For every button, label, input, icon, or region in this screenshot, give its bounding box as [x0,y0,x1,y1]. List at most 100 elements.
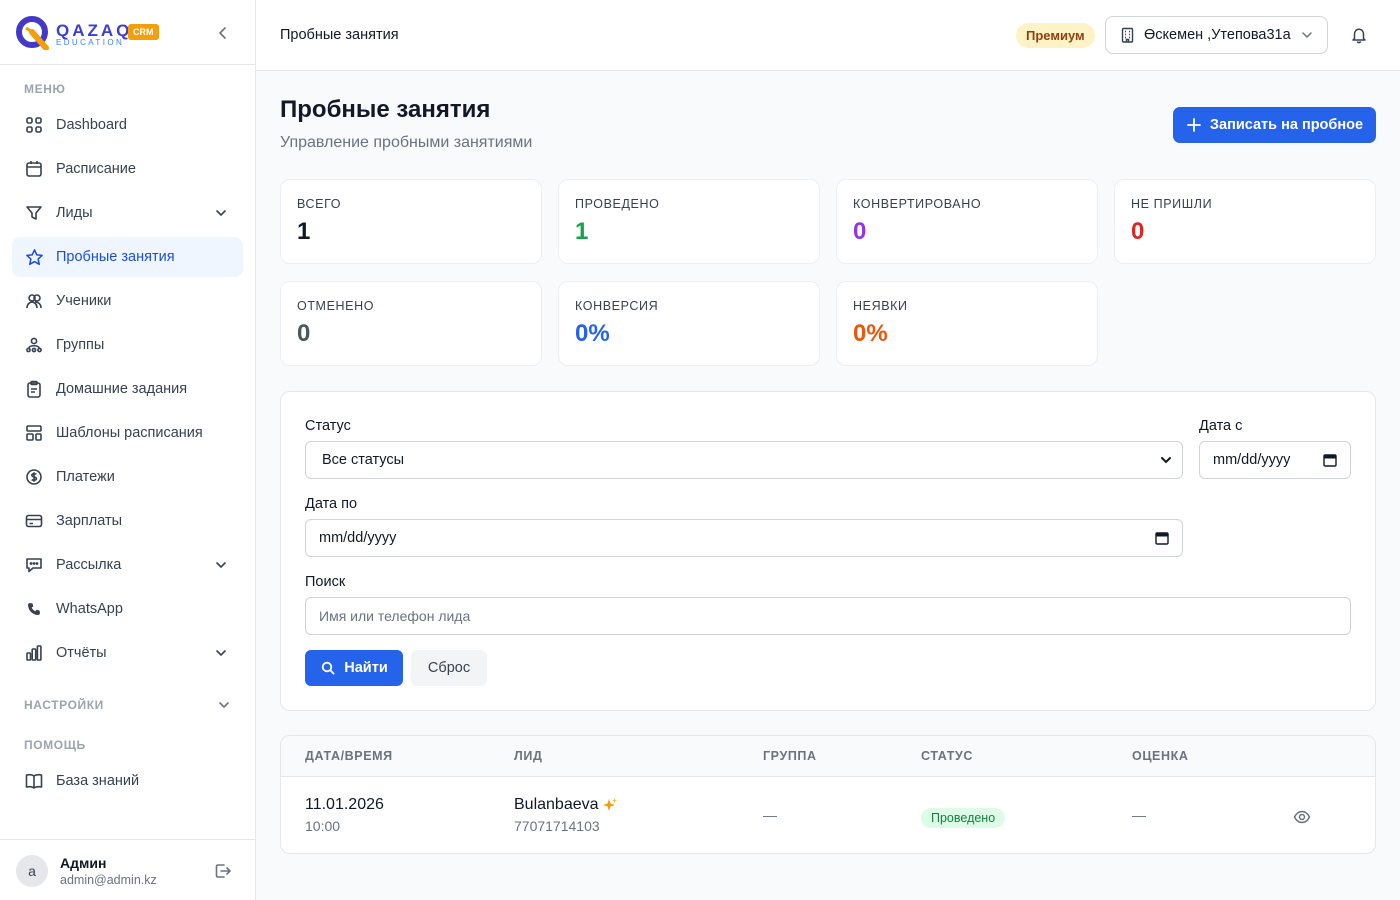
bell-icon [1352,28,1366,44]
avatar[interactable]: a [16,855,48,887]
sidebar-item-label: Домашние задания [56,381,188,397]
sidebar-item-label: Рассылка [56,557,122,573]
sidebar-item-label: Расписание [56,161,136,177]
stat-card-no-show-rate: НЕЯВКИ 0% [836,281,1098,366]
column-header-status: СТАТУС [921,749,974,763]
status-filter-label: Статус [305,418,351,434]
logout-icon [215,864,231,878]
eye-icon [1293,810,1311,824]
book-icon [24,771,44,791]
sidebar-item-payments[interactable]: Платежи [12,457,243,497]
date-to-value: mm/dd/yyyy [319,530,397,546]
column-header-datetime: ДАТА/ВРЕМЯ [305,749,393,763]
sidebar-item-label: WhatsApp [56,601,123,617]
sidebar-item-label: Лиды [56,205,93,221]
stat-label: ОТМЕНЕНО [297,299,375,313]
lead-name[interactable]: Bulanbaeva [514,796,599,813]
template-icon [24,423,44,443]
cell-status: Проведено [921,808,1006,828]
calendar-icon[interactable] [1322,452,1338,468]
star-icon [24,247,44,267]
brand-logo-icon [16,16,49,50]
user-name: Админ [60,855,107,871]
topbar-title: Пробные занятия [280,27,399,43]
stat-value: 0 [1131,218,1145,245]
filter-funnel-icon [24,203,44,223]
status-select[interactable]: Все статусы [305,441,1183,479]
column-header-group: ГРУППА [763,749,817,763]
sidebar-item-students[interactable]: Ученики [12,281,243,321]
sidebar-item-label: Отчёты [56,645,107,661]
dashboard-grid-icon [24,115,44,135]
sidebar-item-schedule-templates[interactable]: Шаблоны расписания [12,413,243,453]
bar-chart-icon [24,643,44,663]
clipboard-icon [24,379,44,399]
topbar: Пробные занятия Премиум Өскемен ,Утепова… [256,0,1400,71]
calendar-icon[interactable] [1154,530,1170,546]
stat-label: ВСЕГО [297,197,342,211]
phone-icon [24,599,44,619]
date-from-input[interactable]: mm/dd/yyyy [1199,441,1351,479]
settings-section-title[interactable]: НАСТРОЙКИ [24,698,104,712]
column-header-lead: ЛИД [514,749,543,763]
chevron-down-icon[interactable] [214,698,234,712]
chevron-down-icon [211,643,231,663]
logo-row: QAZAQ EDUCATION CRM [0,0,255,65]
sidebar-item-homework[interactable]: Домашние задания [12,369,243,409]
lead-phone: 77071714103 [514,818,600,834]
sidebar-item-schedule[interactable]: Расписание [12,149,243,189]
date-from-value: mm/dd/yyyy [1213,452,1291,468]
sidebar-item-salaries[interactable]: Зарплаты [12,501,243,541]
view-trial-button[interactable] [1292,807,1312,827]
sidebar-item-reports[interactable]: Отчёты [12,633,243,673]
users-icon [24,291,44,311]
status-badge: Проведено [921,808,1006,828]
date-from-label: Дата с [1199,418,1243,434]
sidebar-item-dashboard[interactable]: Dashboard [12,105,243,145]
cell-datetime: 11.01.2026 10:00 [305,796,384,834]
plus-icon [1186,117,1202,133]
stat-card-no-show: НЕ ПРИШЛИ 0 [1114,179,1376,264]
status-select-value: Все статусы [322,452,405,468]
menu-section-title: МЕНЮ [24,82,66,96]
sidebar-item-trial-lessons[interactable]: Пробные занятия [12,237,243,277]
search-input[interactable]: Имя или телефон лида [305,597,1351,635]
sidebar-item-mailing[interactable]: Рассылка [12,545,243,585]
branch-select[interactable]: Өскемен ,Утепова31а [1105,16,1328,54]
reset-button[interactable]: Сброс [411,650,487,686]
stat-value: 0% [853,320,888,347]
user-email: admin@admin.kz [60,873,157,887]
sidebar-item-whatsapp[interactable]: WhatsApp [12,589,243,629]
date-to-input[interactable]: mm/dd/yyyy [305,519,1183,557]
plan-badge: Премиум [1016,23,1095,48]
group-icon [24,335,44,355]
sidebar-item-label: Группы [56,337,105,353]
branch-name: Өскемен ,Утепова31а [1144,27,1291,43]
search-icon [320,660,336,676]
user-profile: a Админ admin@admin.kz [0,839,255,900]
sidebar-item-leads[interactable]: Лиды [12,193,243,233]
calendar-icon [24,159,44,179]
stat-value: 0% [575,320,610,347]
collapse-sidebar-button[interactable] [212,22,234,44]
find-button[interactable]: Найти [305,650,403,686]
chevron-down-icon [211,203,231,223]
sidebar-item-label: Пробные занятия [56,249,175,265]
stat-label: КОНВЕРТИРОВАНО [853,197,982,211]
enroll-trial-button[interactable]: Записать на пробное [1173,107,1376,143]
cell-rating: — [1132,807,1146,823]
sidebar-item-knowledge-base[interactable]: База знаний [12,761,243,801]
stat-label: НЕ ПРИШЛИ [1131,197,1213,211]
page-subtitle: Управление пробными занятиями [280,134,533,151]
enroll-trial-label: Записать на пробное [1209,117,1364,133]
notifications-button[interactable] [1348,24,1370,46]
help-section-title: ПОМОЩЬ [24,738,86,752]
column-header-rating: ОЦЕНКА [1132,749,1189,763]
sidebar-item-groups[interactable]: Группы [12,325,243,365]
stat-card-converted: КОНВЕРТИРОВАНО 0 [836,179,1098,264]
cell-group: — [763,807,777,823]
stat-card-total: ВСЕГО 1 [280,179,542,264]
table-row[interactable]: 11.01.2026 10:00 Bulanbaeva 77071714103 … [281,777,1375,853]
stat-card-cancelled: ОТМЕНЕНО 0 [280,281,542,366]
logout-button[interactable] [212,860,234,882]
